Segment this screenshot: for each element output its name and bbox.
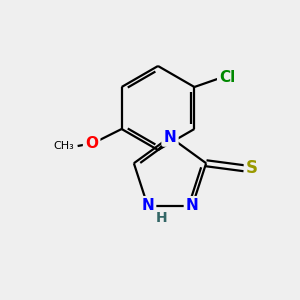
Text: Cl: Cl	[219, 70, 236, 85]
Text: O: O	[85, 136, 98, 152]
Text: S: S	[246, 159, 258, 177]
Text: H: H	[156, 211, 167, 225]
Text: CH₃: CH₃	[53, 141, 74, 151]
Text: N: N	[141, 198, 154, 213]
Text: N: N	[164, 130, 176, 145]
Text: N: N	[186, 198, 199, 213]
